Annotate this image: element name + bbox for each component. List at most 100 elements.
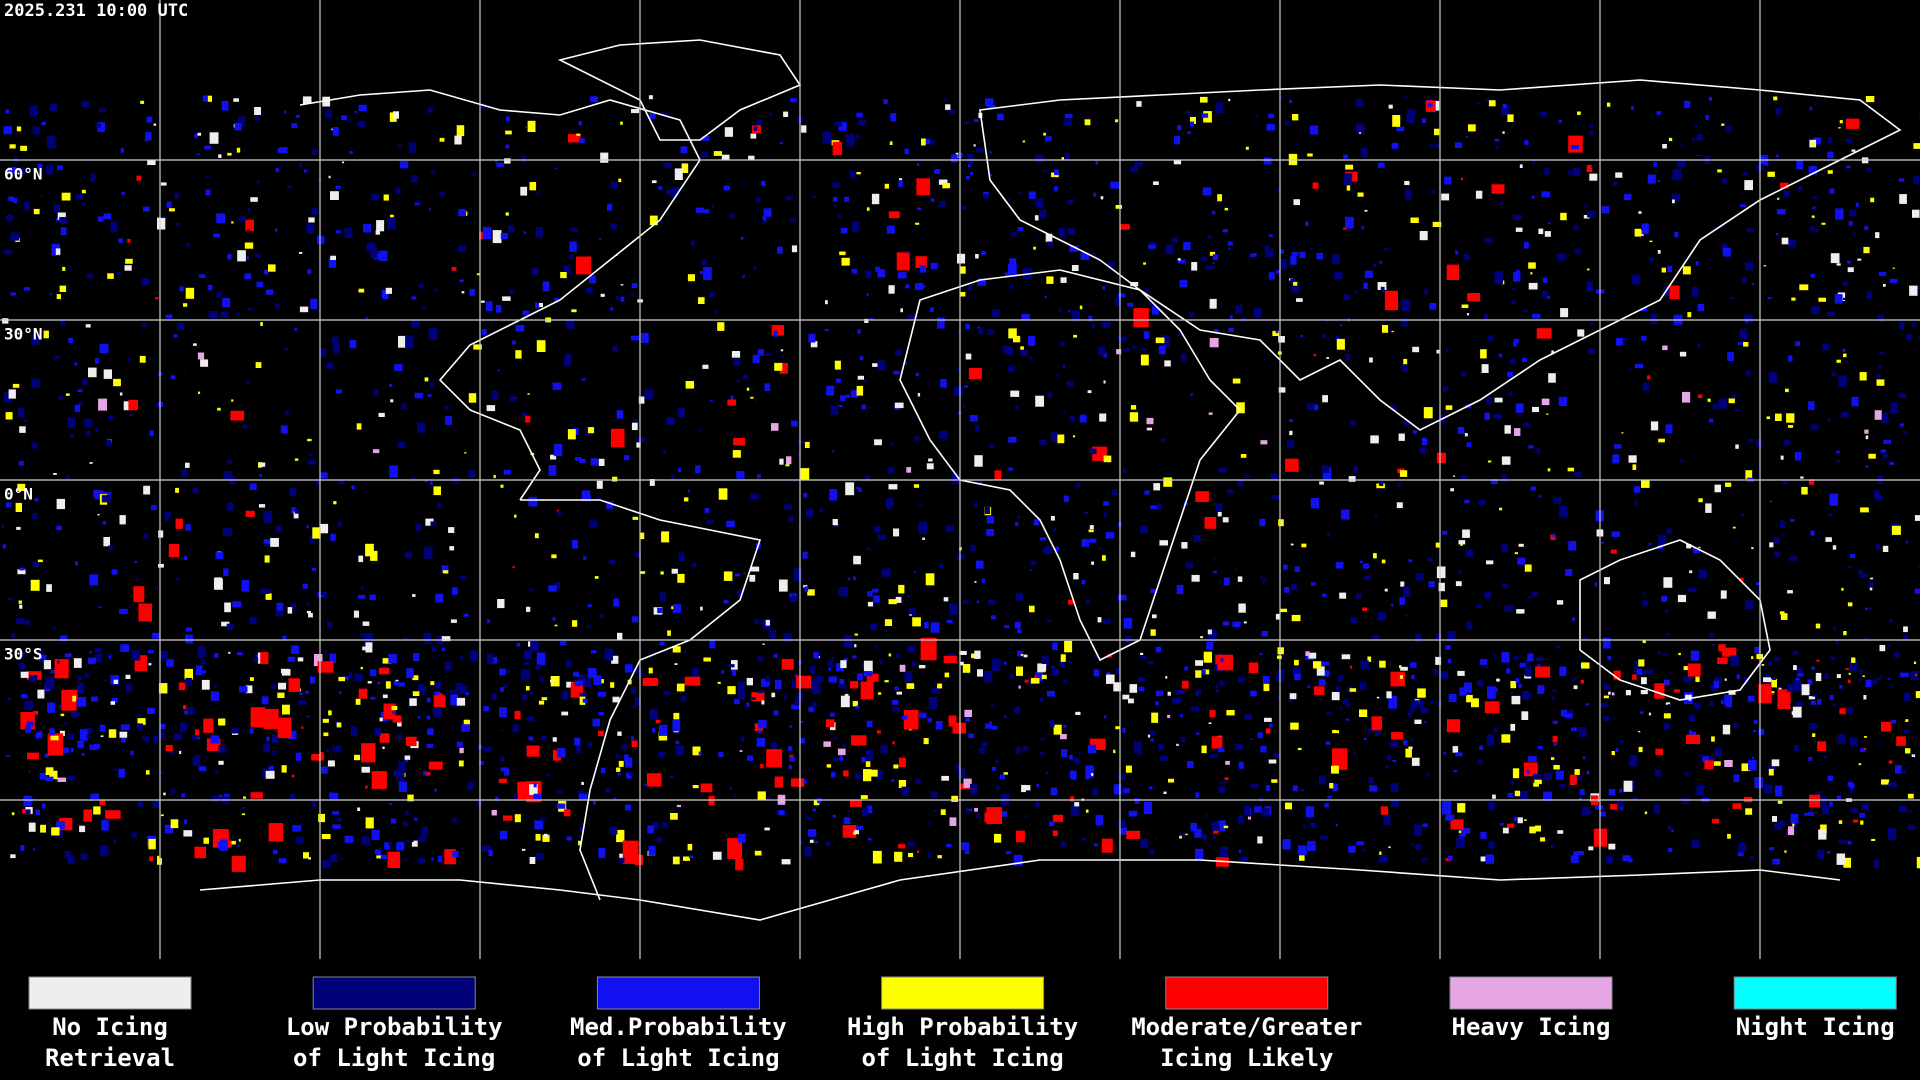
icing-speck xyxy=(1484,591,1491,599)
icing-speck xyxy=(1682,391,1691,403)
icing-speck xyxy=(1836,674,1841,678)
icing-speck xyxy=(1024,679,1029,683)
icing-speck xyxy=(1615,337,1624,346)
icing-speck xyxy=(486,653,494,663)
icing-speck xyxy=(223,471,232,481)
icing-speck xyxy=(1227,241,1233,246)
icing-speck xyxy=(773,330,778,337)
icing-speck xyxy=(66,689,78,700)
icing-speck xyxy=(1327,795,1332,799)
icing-speck xyxy=(362,621,370,626)
icing-speck xyxy=(602,116,605,119)
icing-speck xyxy=(228,651,231,654)
icing-speck xyxy=(250,792,263,799)
icing-speck xyxy=(987,599,996,605)
icing-speck xyxy=(1536,328,1552,339)
icing-speck xyxy=(1146,427,1152,431)
icing-speck xyxy=(1180,714,1183,718)
icing-speck xyxy=(548,585,557,592)
icing-speck xyxy=(934,169,941,174)
icing-speck xyxy=(945,525,954,532)
icing-speck xyxy=(1152,614,1157,619)
icing-speck xyxy=(1054,374,1059,377)
icing-speck xyxy=(1403,421,1410,427)
icing-speck xyxy=(1154,837,1157,840)
icing-speck xyxy=(57,777,67,782)
icing-speck xyxy=(1738,342,1743,345)
icing-speck xyxy=(429,208,432,211)
icing-speck xyxy=(1589,130,1594,136)
icing-speck xyxy=(1066,381,1074,387)
icing-speck xyxy=(578,793,587,800)
icing-speck xyxy=(1499,201,1504,205)
icing-speck xyxy=(578,840,582,846)
icing-speck xyxy=(357,807,361,811)
icing-speck xyxy=(557,747,566,758)
icing-speck xyxy=(434,788,437,792)
icing-speck xyxy=(888,285,895,294)
icing-speck xyxy=(677,573,685,583)
icing-speck xyxy=(1227,489,1234,494)
icing-speck xyxy=(1857,258,1862,261)
icing-speck xyxy=(1864,226,1869,230)
icing-speck xyxy=(1410,217,1419,223)
icing-speck xyxy=(1289,99,1292,104)
icing-speck xyxy=(1611,692,1615,696)
icing-speck xyxy=(67,776,72,780)
icing-speck xyxy=(1257,732,1263,739)
icing-speck xyxy=(512,724,519,733)
icing-speck xyxy=(1486,734,1495,746)
icing-speck xyxy=(1816,659,1820,662)
icing-speck xyxy=(99,724,106,732)
icing-speck xyxy=(255,115,260,121)
icing-speck xyxy=(1510,780,1514,786)
icing-speck xyxy=(671,568,678,574)
icing-speck xyxy=(231,855,246,872)
icing-speck xyxy=(1781,533,1785,536)
icing-speck xyxy=(1712,404,1718,410)
icing-speck xyxy=(110,221,118,232)
icing-speck xyxy=(103,369,112,379)
icing-speck xyxy=(1583,215,1590,219)
icing-speck xyxy=(888,653,892,657)
icing-speck xyxy=(1361,849,1366,852)
icing-speck xyxy=(297,657,304,662)
icing-speck xyxy=(196,153,200,156)
icing-speck xyxy=(552,382,562,390)
icing-speck xyxy=(294,458,299,461)
icing-speck xyxy=(1223,577,1230,586)
icing-speck xyxy=(757,656,763,661)
icing-speck xyxy=(1528,282,1538,290)
icing-speck xyxy=(289,488,297,497)
icing-speck xyxy=(1878,314,1885,322)
icing-speck xyxy=(405,736,417,747)
icing-speck xyxy=(962,599,969,604)
icing-speck xyxy=(1133,741,1142,747)
icing-speck xyxy=(1195,670,1202,678)
icing-speck xyxy=(1628,455,1637,463)
icing-speck xyxy=(866,720,873,728)
icing-speck xyxy=(543,833,548,838)
icing-speck xyxy=(1587,348,1595,354)
icing-speck xyxy=(631,422,638,431)
icing-speck xyxy=(10,215,14,219)
icing-speck xyxy=(1788,556,1798,561)
icing-speck xyxy=(424,479,428,483)
icing-speck xyxy=(1101,838,1113,853)
icing-speck xyxy=(176,222,181,226)
icing-speck xyxy=(1560,710,1567,717)
icing-speck xyxy=(1058,308,1063,313)
icing-speck xyxy=(71,711,80,718)
icing-speck xyxy=(487,619,491,624)
icing-speck xyxy=(66,475,70,480)
icing-speck xyxy=(1453,475,1456,477)
icing-speck xyxy=(1388,846,1391,849)
icing-speck xyxy=(263,510,273,524)
icing-speck xyxy=(1123,348,1130,352)
icing-speck xyxy=(850,388,854,391)
icing-speck xyxy=(783,111,789,117)
icing-speck xyxy=(1044,296,1047,299)
icing-speck xyxy=(1068,599,1074,605)
icing-speck xyxy=(1501,105,1510,116)
icing-speck xyxy=(1581,662,1590,669)
